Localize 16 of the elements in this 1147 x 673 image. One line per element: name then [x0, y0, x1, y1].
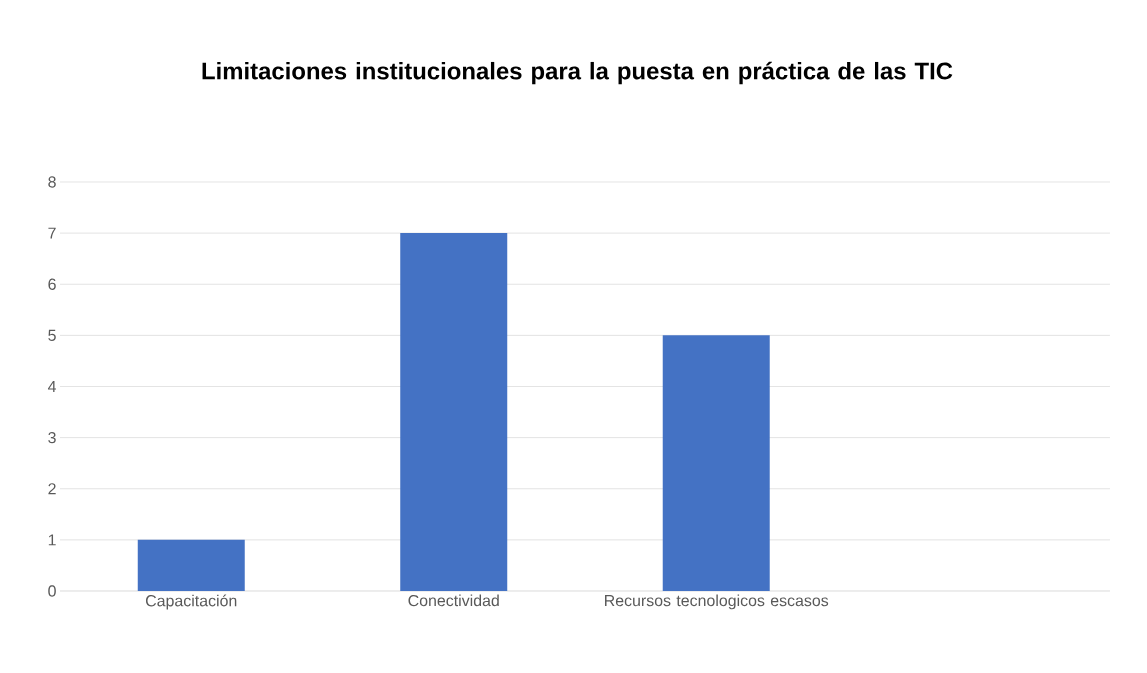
- y-tick-label: 1: [48, 534, 56, 546]
- y-tick-label: 3: [48, 431, 56, 444]
- y-tick-label: 2: [48, 483, 56, 495]
- x-tick-label: Capacitación: [145, 594, 237, 610]
- chart-title: Limitaciones institucionales para la puesta en práctica de las TIC: [202, 61, 953, 85]
- y-tick-label: 4: [47, 381, 57, 392]
- y-tick-label: 5: [48, 329, 56, 341]
- y-tick-label: 6: [48, 278, 56, 290]
- bar: [400, 233, 508, 591]
- bar: [662, 335, 770, 591]
- y-tick-label: 0: [48, 585, 56, 597]
- y-tick-label: 8: [48, 176, 56, 188]
- x-tick-label: Conectividad: [408, 594, 499, 607]
- y-tick-label: 7: [48, 227, 56, 239]
- bar: [137, 539, 245, 591]
- x-tick-label: Recursos tecnologicos escasos: [605, 594, 829, 610]
